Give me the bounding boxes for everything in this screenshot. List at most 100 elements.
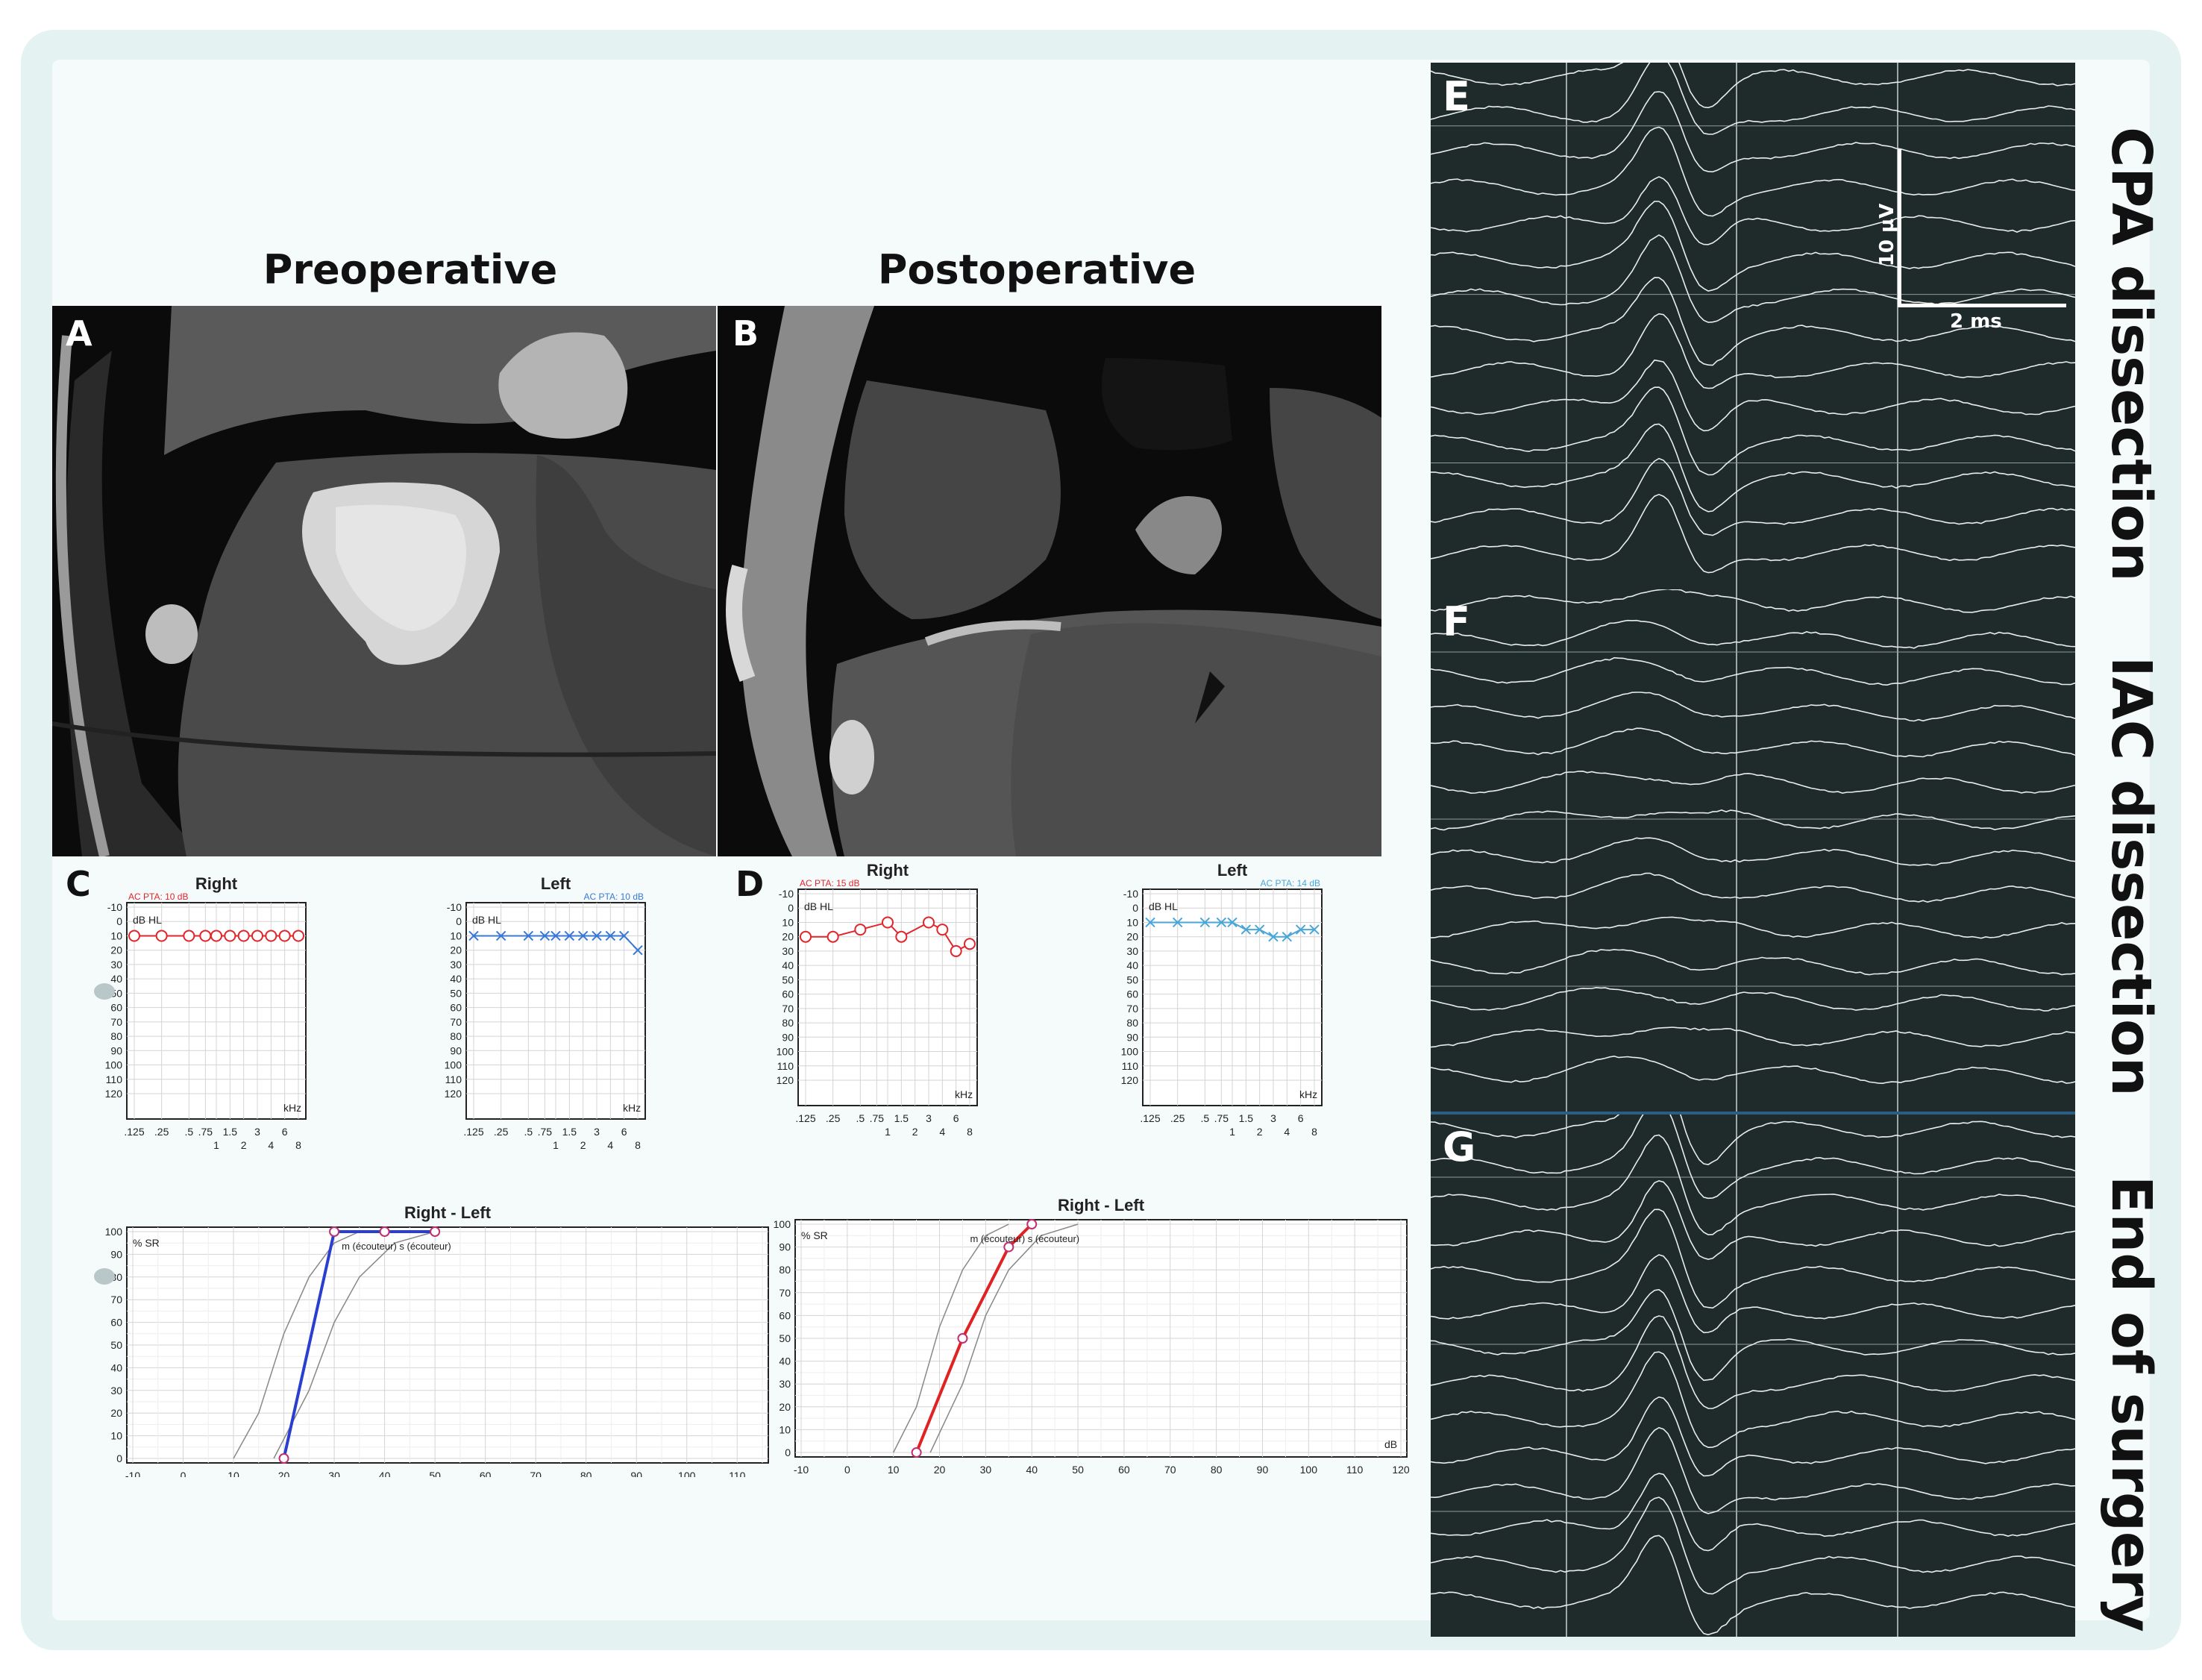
- x-tick-label: .125: [795, 1112, 815, 1124]
- speech-series-line: [915, 1223, 1033, 1453]
- eeg-trace: [1431, 313, 2075, 389]
- speech-data-point: [379, 1226, 390, 1237]
- eeg-trace: [1431, 948, 2075, 976]
- audiogram-title: Right: [867, 861, 909, 880]
- x-tick-label: .75: [1214, 1112, 1229, 1124]
- audiogram-data-point: [495, 930, 506, 941]
- side-label-iac-dissection: IAC dissection: [2099, 656, 2163, 1097]
- y-tick-label: 60: [779, 1309, 791, 1321]
- panel-label-c: C: [66, 864, 91, 904]
- audiogram-data-point: [633, 944, 643, 956]
- eeg-trace: [1431, 872, 2075, 903]
- y-tick-label: 70: [1126, 1003, 1138, 1015]
- x-tick-label: 4: [939, 1126, 945, 1138]
- audiogram-D-left: -10 0 10 20 30 40 50 60 70 80 90 100 110 120 .125 .25 .5…: [1121, 861, 1323, 1138]
- eeg-trace: [1431, 1288, 2075, 1382]
- audiogram-data-point: [854, 924, 867, 936]
- audiogram-data-point: [278, 930, 291, 942]
- y-tick-label: 10: [110, 1430, 122, 1442]
- x-tick-label: 90: [630, 1470, 642, 1477]
- speech-title: Right - Left: [404, 1203, 492, 1222]
- audiogram-data-point: [224, 930, 236, 942]
- y-tick-label: 50: [110, 1339, 122, 1351]
- audiogram-title: Right: [195, 874, 238, 893]
- x-tick-label: 40: [379, 1470, 391, 1477]
- audiogram-data-point: [564, 930, 575, 941]
- y-tick-label: 60: [110, 1002, 122, 1014]
- y-tick-label: 110: [777, 1060, 794, 1072]
- eeg-trace: [1431, 1473, 2075, 1552]
- y-tick-label: 90: [1126, 1031, 1138, 1043]
- y-tick-label: 0: [788, 902, 794, 914]
- y-tick-label: 50: [782, 974, 794, 985]
- x-tick-label: 80: [1211, 1464, 1223, 1476]
- speech-legend: m (écouteur) s (écouteur): [970, 1233, 1079, 1244]
- x-tick-label: 70: [1164, 1464, 1176, 1476]
- x-tick-label: 3: [254, 1126, 260, 1138]
- eeg-trace: [1431, 493, 2075, 574]
- eeg-trace: [1431, 1115, 2075, 1200]
- x-tick-label: 3: [1270, 1112, 1276, 1124]
- x-tick-label: 50: [429, 1470, 441, 1477]
- audiogram-data-point: [1268, 931, 1279, 942]
- eeg-trace: [1431, 91, 2075, 173]
- eeg-trace: [1431, 1055, 2075, 1085]
- audiogram-data-point: [210, 930, 222, 942]
- y-tick-label: 90: [110, 1248, 122, 1260]
- eeg-trace: [1431, 176, 2075, 245]
- x-tick-label: -10: [125, 1470, 140, 1477]
- y-tick-label: 80: [110, 1030, 122, 1042]
- eeg-trace: [1431, 277, 2075, 366]
- eeg-trace: [1431, 201, 2075, 292]
- y-tick-label: 20: [450, 944, 462, 956]
- y-tick-label: 60: [1126, 988, 1138, 1000]
- x-tick-label: 120: [1392, 1464, 1410, 1476]
- audiogram-data-point: [292, 930, 304, 942]
- evoked-potential-panel-g: [1431, 1115, 2075, 1637]
- eeg-trace: [1431, 359, 2075, 432]
- reference-curve: [929, 1223, 1079, 1453]
- x-tick-label: 6: [1298, 1112, 1304, 1124]
- y-tick-label: 30: [1126, 945, 1138, 957]
- x-tick-label: 110: [1346, 1464, 1364, 1476]
- x-tick-label: .75: [198, 1126, 213, 1138]
- x-tick-label: 4: [607, 1139, 613, 1151]
- y-tick-label: 10: [1126, 916, 1138, 928]
- y-tick-label: 120: [777, 1074, 794, 1086]
- y-tick-label: 0: [456, 915, 462, 927]
- y-tick-label: 110: [445, 1073, 462, 1085]
- y-tick-label: 120: [105, 1088, 123, 1100]
- x-tick-label: 30: [980, 1464, 992, 1476]
- audiogram-data-point: [592, 930, 602, 941]
- y-tick-label: 30: [450, 959, 462, 971]
- audiogram-C-left: -10 0 10 20 30 40 50 60 70 80 90 100 110 120 .125 .25 .5…: [445, 874, 646, 1151]
- y-tick-label: 40: [779, 1355, 791, 1367]
- x-tick-label: 10: [228, 1470, 239, 1477]
- eeg-trace: [1431, 386, 2075, 476]
- audiogram-data-point: [826, 930, 839, 943]
- y-tick-label: 80: [1126, 1017, 1138, 1029]
- y-tick-label: -10: [107, 901, 122, 913]
- x-tick-label: 4: [268, 1139, 274, 1151]
- speech-series-line: [282, 1230, 436, 1459]
- preoperative-title: Preoperative: [263, 246, 558, 293]
- y-tick-label: 0: [116, 1452, 122, 1464]
- y-tick-label: 0: [785, 1447, 791, 1458]
- speech-title: Right - Left: [1058, 1196, 1145, 1214]
- side-label-cpa-dissection: CPA dissection: [2099, 127, 2163, 582]
- audiogram-data-point: [251, 930, 263, 942]
- audiogram-data-point: [895, 930, 908, 943]
- audiogram-data-point: [539, 930, 550, 941]
- y-tick-label: 20: [110, 944, 122, 956]
- y-tick-label: 20: [779, 1401, 791, 1413]
- x-tick-label: 1: [553, 1139, 559, 1151]
- side-label-end-of-surgery: End of surgery: [2099, 1176, 2163, 1632]
- panel-label-f: F: [1443, 598, 1470, 645]
- audiogram-ylabel: dB HL: [1149, 900, 1178, 912]
- y-tick-label: 100: [105, 1059, 123, 1071]
- y-tick-label: 60: [110, 1317, 122, 1329]
- x-tick-label: 50: [1072, 1464, 1084, 1476]
- speech-data-point: [1026, 1219, 1038, 1229]
